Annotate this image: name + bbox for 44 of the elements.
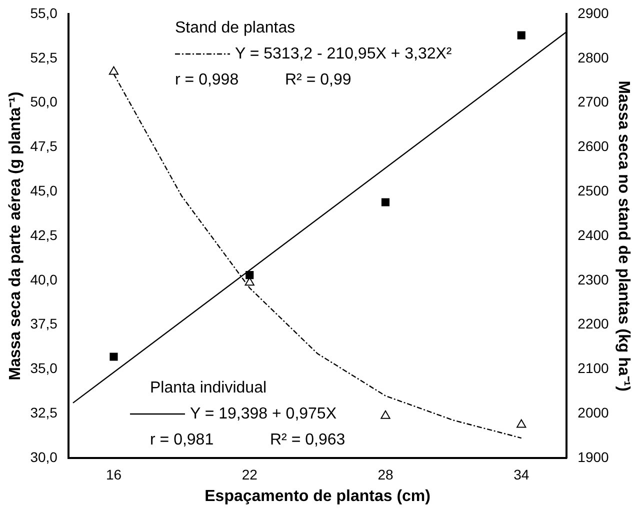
y-tick-label: 50,0 [30, 94, 58, 110]
y-tick-label: 40,0 [30, 271, 58, 288]
y-tick-label: 45,0 [30, 182, 58, 198]
y2-tick-label: 2100 [578, 360, 610, 376]
point [381, 198, 390, 206]
legend-label: Y = 19,398 + 0,975X [190, 405, 337, 422]
y-tick-label: 52,5 [30, 49, 58, 66]
annotation: R² = 0,99 [285, 71, 352, 88]
y2-tick-label: 2400 [578, 226, 610, 243]
y2-tick-label: 2000 [578, 404, 610, 420]
y-tick-label: 35,0 [30, 360, 58, 376]
point [110, 352, 118, 361]
annotation: r = 0,981 [150, 431, 214, 448]
y2-axis-title: Massa seca no stand de plantas (kg ha⁻¹) [614, 80, 632, 392]
point [246, 271, 254, 280]
y-tick-label: 32,5 [30, 404, 58, 420]
y-tick-label: 47,5 [30, 138, 58, 154]
y-tick-label: 55,0 [30, 4, 58, 21]
y2-tick-label: 2900 [578, 4, 610, 21]
y2-tick-label: 2500 [578, 182, 610, 198]
y-tick-label: 30,0 [30, 448, 58, 465]
point [108, 66, 119, 75]
y2-tick-label: 1900 [578, 448, 610, 465]
y-tick-label: 37,5 [30, 316, 58, 332]
legend-label: Y = 5313,2 - 210,95X + 3,32X² [235, 45, 452, 62]
x-tick-label: 16 [106, 466, 122, 482]
y-axis-title: Massa seca da parte aérea (g planta⁻¹) [7, 92, 24, 380]
y2-tick-label: 2700 [578, 94, 610, 110]
annotation: Planta individual [150, 379, 267, 396]
annotation: R² = 0,963 [270, 431, 346, 448]
y-tick-label: 42,5 [30, 226, 58, 243]
y2-tick-label: 2600 [578, 138, 610, 154]
point [380, 410, 390, 419]
x-tick-label: 34 [514, 466, 530, 482]
y2-tick-label: 2800 [578, 49, 610, 66]
y2-tick-label: 2200 [578, 316, 610, 332]
x-tick-label: 22 [242, 466, 258, 482]
x-axis-title: Espaçamento de plantas (cm) [204, 488, 430, 505]
y2-tick-label: 2300 [578, 271, 610, 288]
annotation: Stand de plantas [175, 19, 296, 36]
point [517, 31, 526, 40]
x-tick-label: 28 [378, 466, 394, 482]
point [516, 419, 526, 428]
annotation: r = 0,998 [175, 71, 239, 88]
